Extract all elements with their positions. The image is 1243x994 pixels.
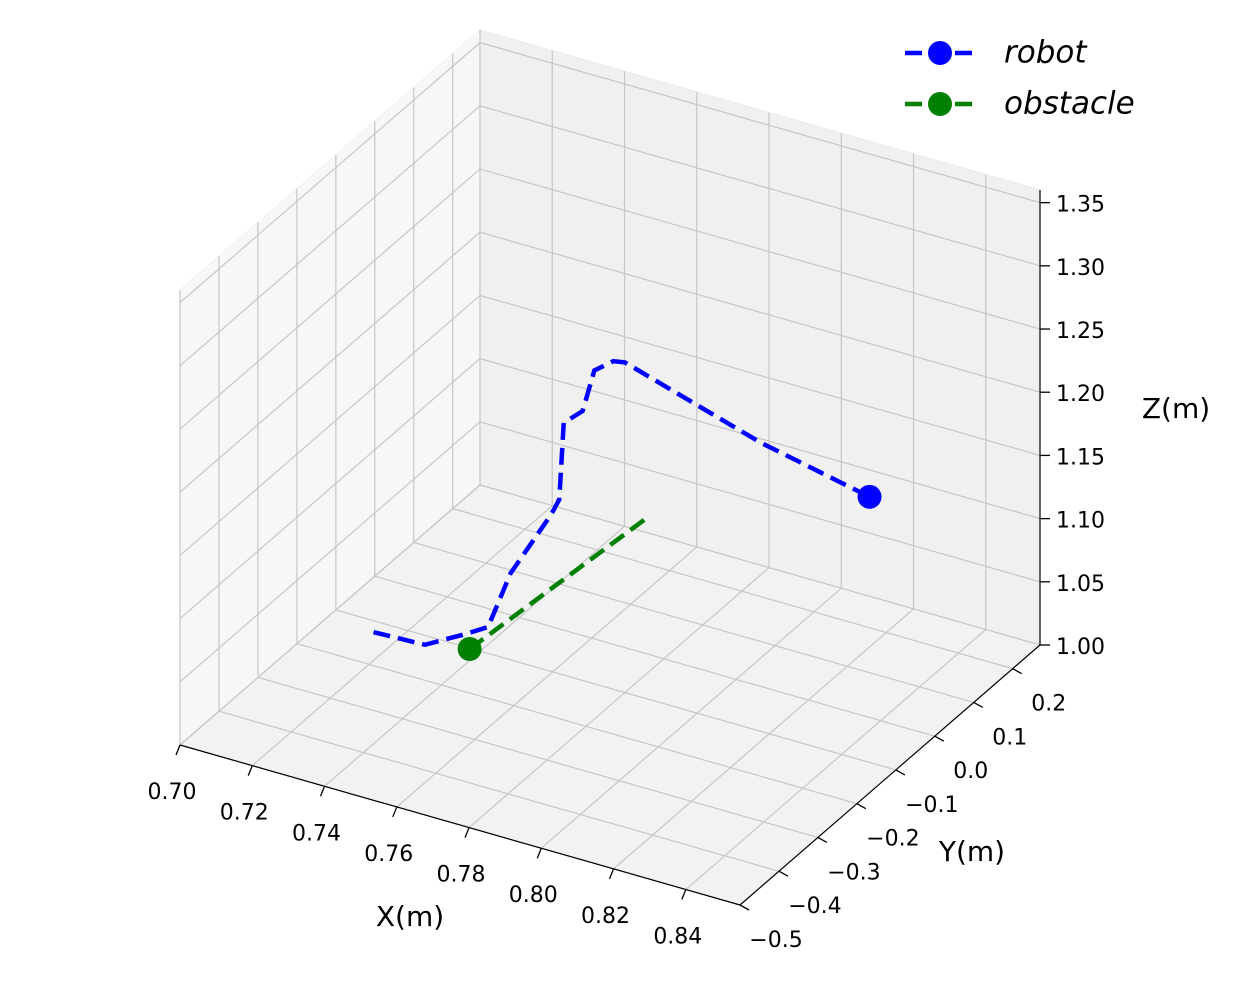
- legend-label: obstacle: [1004, 86, 1135, 122]
- x-tick: [681, 889, 687, 900]
- y-tick-label: 0.2: [1031, 692, 1066, 717]
- x-grid-line: [396, 546, 698, 808]
- axes: 0.70 0.72 0.74 0.76 0.78 0.80 0.82 0.84 −0.5 −0.4…: [148, 190, 1105, 953]
- z-grid-line: [179, 168, 481, 430]
- y-tick-label: −0.2: [866, 827, 919, 852]
- x-tick: [392, 806, 398, 818]
- z-axis-label: Z(m): [1142, 392, 1210, 425]
- z-grid-line: [479, 231, 1041, 393]
- z-grid-line: [179, 421, 481, 683]
- z-grid-line: [479, 105, 1041, 267]
- series-line: [468, 514, 651, 651]
- z-tick-label: 1.30: [1056, 256, 1105, 281]
- y-axis-line: [739, 644, 1041, 906]
- x-tick: [247, 765, 253, 776]
- x-tick: [608, 868, 615, 880]
- z-grid-line: [479, 484, 1041, 646]
- z-grid-line: [179, 294, 481, 556]
- z-tick-label: 1.25: [1056, 319, 1105, 344]
- y-tick: [973, 701, 984, 708]
- y-tick-label: −0.1: [905, 793, 958, 818]
- x-tick-label: 0.74: [292, 821, 341, 846]
- y-tick: [895, 769, 906, 776]
- z-grid-line: [179, 231, 481, 493]
- z-tick-label: 1.10: [1056, 509, 1105, 534]
- x-tick-label: 0.80: [509, 883, 558, 908]
- y-axis-label: Y(m): [938, 835, 1005, 868]
- legend-marker: [928, 92, 952, 116]
- y-tick-label: −0.4: [788, 894, 841, 919]
- z-grid-line: [179, 358, 481, 620]
- y-grid-line: [452, 508, 1013, 670]
- z-grid-line: [479, 294, 1041, 456]
- x-axis-label: X(m): [376, 900, 444, 933]
- legend-label: robot: [1004, 35, 1088, 71]
- y-grid-line: [257, 676, 819, 839]
- x-tick-label: 0.76: [364, 842, 413, 867]
- y-grid-line: [335, 609, 897, 771]
- z-tick-label: 1.15: [1056, 445, 1105, 470]
- y-tick: [856, 803, 867, 810]
- x-axis-line: [179, 744, 741, 906]
- legend: robot obstacle: [905, 35, 1135, 122]
- z-grid-line: [479, 42, 1041, 204]
- y-grid-line: [413, 541, 974, 703]
- y-tick: [817, 836, 828, 844]
- z-grid-line: [179, 105, 481, 367]
- x-tick-label: 0.72: [220, 801, 269, 826]
- y-tick: [934, 735, 945, 742]
- y-grid-line: [296, 643, 858, 805]
- y-tick-label: 0.1: [992, 725, 1027, 750]
- y-grid-line: [218, 710, 780, 872]
- grid: [179, 30, 1041, 906]
- x-tick-label: 0.70: [148, 780, 197, 805]
- x-grid-line: [613, 608, 914, 870]
- z-grid-line: [179, 42, 481, 304]
- x-grid-line: [251, 505, 553, 767]
- series-marker: [457, 637, 482, 662]
- x-tick-label: 0.82: [581, 904, 630, 929]
- y-tick-label: −0.3: [827, 860, 880, 885]
- data: [372, 358, 882, 662]
- y-tick: [1012, 668, 1023, 675]
- z-tick-label: 1.05: [1056, 572, 1105, 597]
- z-tick-label: 1.35: [1056, 193, 1105, 218]
- y-grid-line: [374, 575, 935, 737]
- series-marker: [857, 484, 882, 509]
- z-grid-line: [479, 421, 1041, 583]
- x-grid-line: [685, 629, 987, 890]
- z-tick-label: 1.00: [1056, 635, 1105, 660]
- x-tick: [536, 847, 542, 859]
- y-tick-label: −0.5: [749, 928, 802, 953]
- y-tick-label: 0.0: [953, 759, 988, 784]
- x-tick: [464, 827, 470, 838]
- panes: [178, 28, 1042, 906]
- x-tick: [175, 744, 181, 756]
- y-tick: [739, 904, 750, 911]
- z-grid-line: [479, 358, 1041, 520]
- series-line: [372, 358, 871, 648]
- z-tick-label: 1.20: [1056, 382, 1105, 407]
- legend-marker: [928, 41, 952, 65]
- x-tick-label: 0.84: [653, 925, 702, 950]
- y-tick: [778, 870, 789, 877]
- z-grid-line: [179, 484, 481, 746]
- x-tick-label: 0.78: [437, 863, 486, 888]
- z-grid-line: [479, 168, 1041, 330]
- x-grid-line: [540, 587, 842, 849]
- x-tick: [319, 786, 326, 797]
- x-grid-line: [468, 567, 770, 829]
